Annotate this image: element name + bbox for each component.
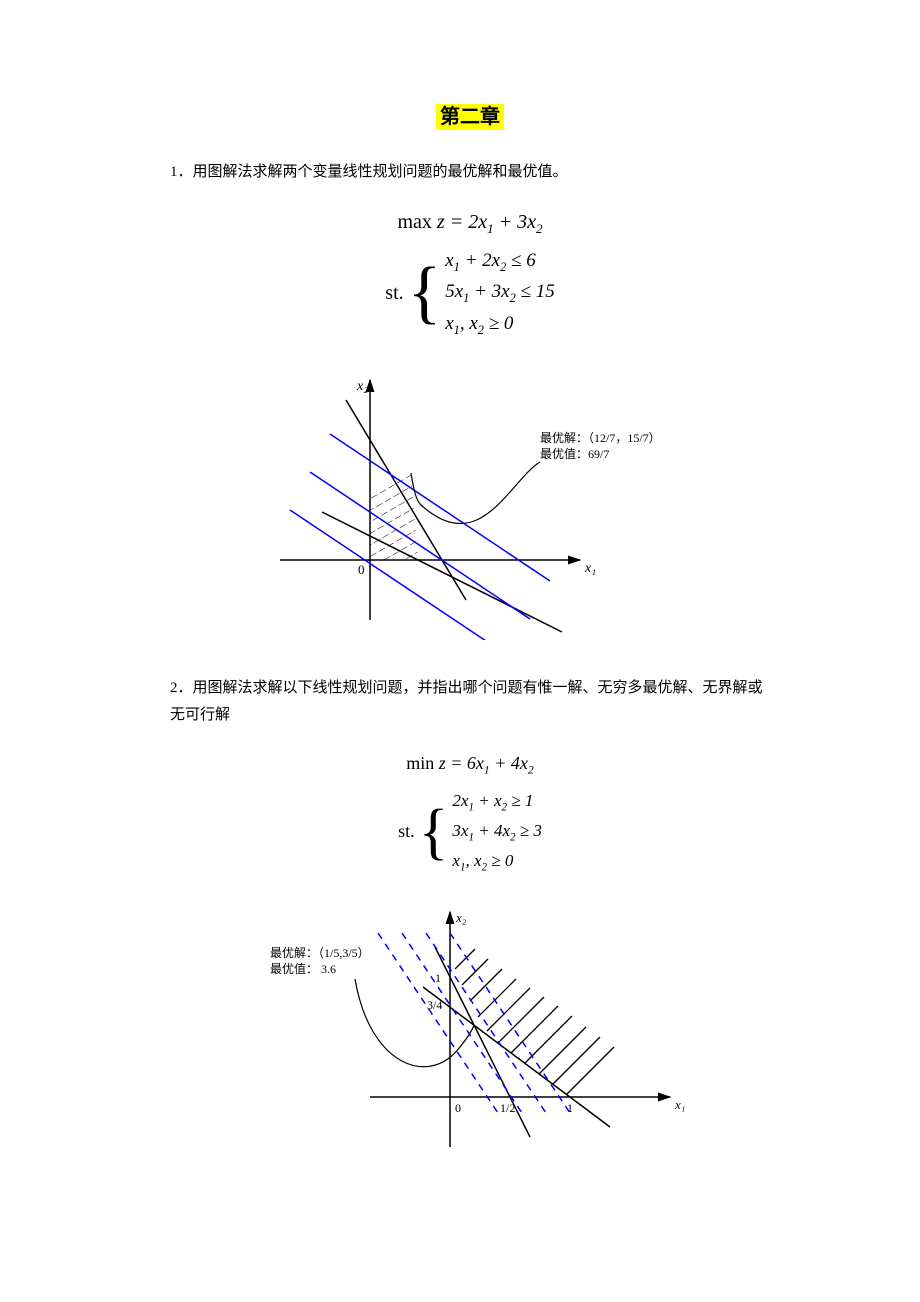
problem1-text: 1．用图解法求解两个变量线性规划问题的最优解和最优值。 — [170, 159, 770, 186]
fig2-tick-onex: 1 — [567, 1101, 573, 1115]
fig2-note1: 最优解：（1/5,3/5） — [270, 946, 370, 960]
chapter-title: 第二章 — [170, 100, 770, 129]
brace-icon: { — [408, 258, 442, 328]
fig2-tick-oney: 1 — [435, 971, 441, 985]
problem1-figure: x₂ x₁ 0 最优解：（12/7，15/7） 最优值：69/7 — [170, 360, 770, 645]
fig2-axis-x: x₁ — [674, 1097, 685, 1112]
fig2-origin: 0 — [455, 1101, 461, 1115]
figure1-svg: x₂ x₁ 0 最优解：（12/7，15/7） 最优值：69/7 — [250, 360, 690, 640]
problem2-st: st. — [398, 817, 415, 846]
fig1-axis-x: x₁ — [584, 561, 596, 576]
fig1-note2: 最优值：69/7 — [540, 446, 609, 461]
problem2-text: 2．用图解法求解以下线性规划问题，并指出哪个问题有惟一解、无穷多最优解、无界解或… — [170, 675, 770, 729]
brace-icon: { — [419, 801, 449, 863]
fig1-note1: 最优解：（12/7，15/7） — [540, 431, 661, 445]
page-content: 第二章 1．用图解法求解两个变量线性规划问题的最优解和最优值。 max z = … — [0, 0, 920, 1272]
figure2-svg: x₂ x₁ 0 1/2 1 1 3/4 最优解：（1/5,3/5） 最优值： 3… — [230, 897, 710, 1177]
fig1-axis-y: x₂ — [356, 379, 368, 394]
problem2-math: min z = 6x1 + 4x2 st. { 2x1 + x2 ≥ 1 3x1… — [170, 749, 770, 877]
fig1-origin: 0 — [358, 562, 365, 577]
problem2-figure: x₂ x₁ 0 1/2 1 1 3/4 最优解：（1/5,3/5） 最优值： 3… — [170, 897, 770, 1182]
fig2-axis-y: x₂ — [455, 910, 467, 925]
fig2-tick-34: 3/4 — [427, 998, 442, 1012]
chapter-title-text: 第二章 — [436, 104, 504, 130]
problem1-st: st. — [385, 277, 403, 309]
fig2-tick-half: 1/2 — [500, 1101, 515, 1115]
problem1-math: max z = 2x1 + 3x2 st. { x1 + 2x2 ≤ 6 5x1… — [170, 206, 770, 340]
fig2-note2: 最优值： 3.6 — [270, 961, 336, 976]
